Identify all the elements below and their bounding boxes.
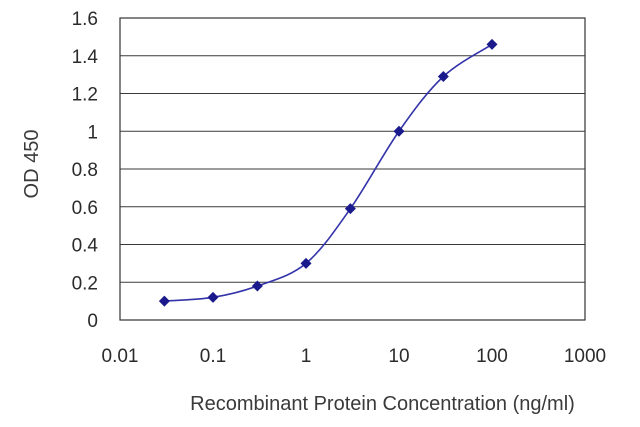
x-tick-label: 1000: [564, 346, 606, 367]
data-point: [437, 71, 449, 83]
gridlines: [120, 55, 585, 283]
data-point: [158, 295, 170, 307]
data-point: [207, 291, 219, 303]
y-tick-label: 0.8: [72, 160, 98, 181]
data-points: [158, 38, 498, 307]
data-point: [344, 203, 356, 215]
y-tick-label: 1.4: [72, 47, 99, 68]
data-point: [300, 257, 312, 269]
data-point: [393, 125, 405, 137]
x-axis-label: Recombinant Protein Concentration (ng/ml…: [190, 393, 575, 415]
x-tick-label: 1: [301, 346, 312, 367]
x-tick-label: 0.1: [200, 346, 226, 367]
y-tick-label: 1: [87, 122, 98, 143]
x-tick-labels: 0.01 0.1 1 10 100 1000: [102, 346, 607, 367]
y-tick-label: 0: [87, 311, 98, 332]
y-tick-labels: 0 0.2 0.4 0.6 0.8 1 1.2 1.4 1.6: [72, 9, 99, 332]
y-tick-label: 0.6: [72, 198, 98, 219]
data-point: [486, 38, 498, 50]
plot-area: [119, 17, 586, 321]
x-tick-label: 100: [476, 346, 508, 367]
y-tick-label: 0.2: [72, 273, 98, 294]
series-line: [164, 43, 493, 302]
y-tick-label: 1.6: [72, 9, 98, 30]
data-point: [251, 280, 263, 292]
y-tick-label: 1.2: [72, 85, 98, 106]
x-tick-label: 10: [388, 346, 409, 367]
y-tick-label: 0.4: [72, 236, 99, 257]
x-tick-label: 0.01: [102, 346, 139, 367]
y-axis-label: OD 450: [21, 130, 43, 199]
